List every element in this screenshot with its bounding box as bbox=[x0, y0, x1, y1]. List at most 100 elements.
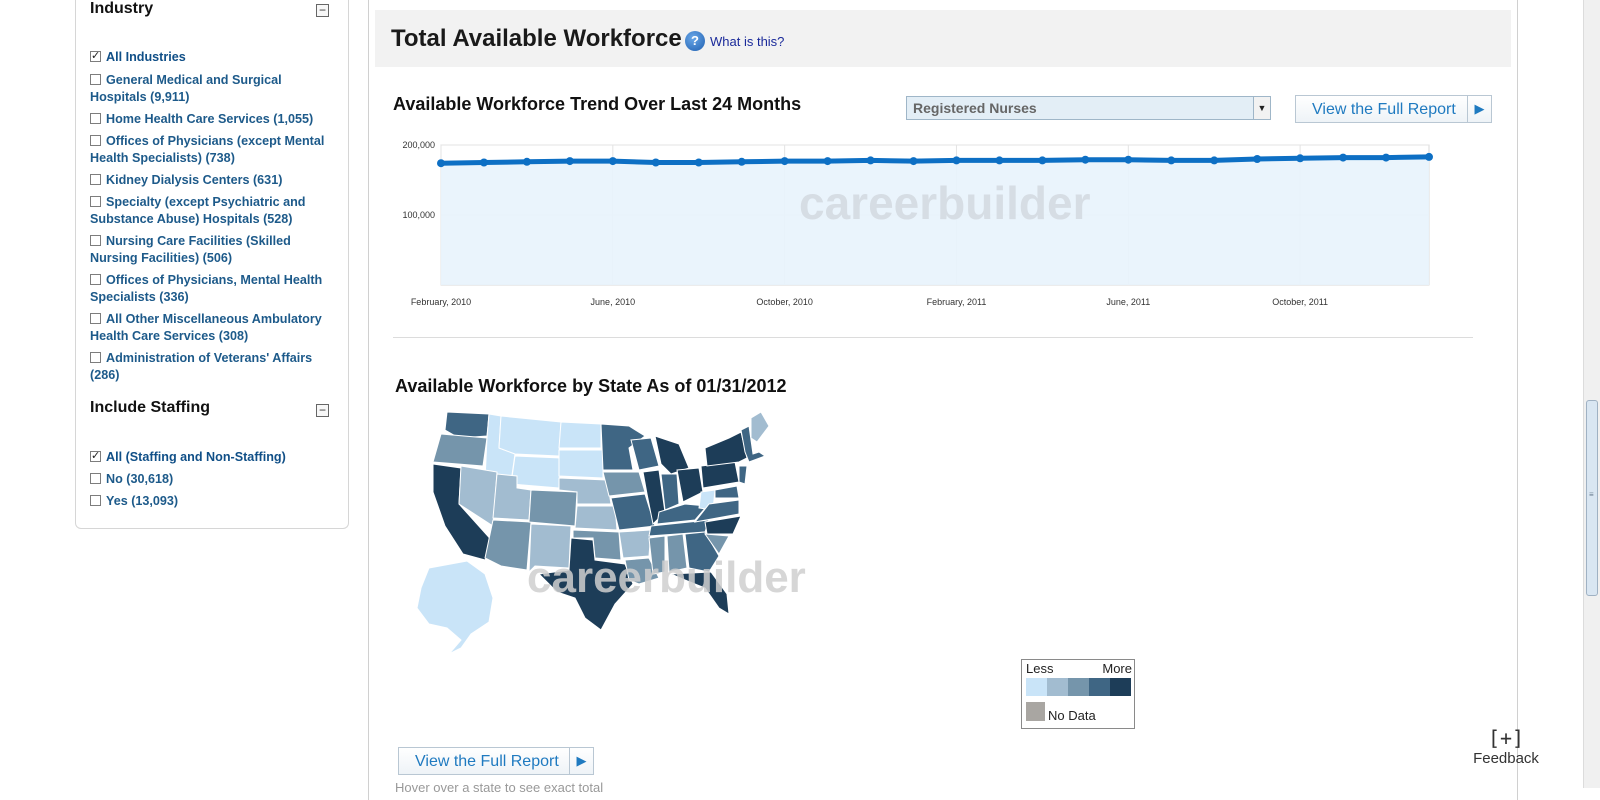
data-point bbox=[1253, 155, 1262, 163]
chart-watermark: careerbuilder bbox=[799, 177, 1091, 229]
map-view-report-label: View the Full Report bbox=[415, 753, 559, 770]
data-point bbox=[1425, 152, 1433, 161]
state-arizona[interactable] bbox=[484, 519, 532, 571]
question-icon[interactable]: ? bbox=[685, 31, 705, 51]
state-maryland[interactable] bbox=[714, 485, 740, 499]
checkbox[interactable] bbox=[90, 235, 101, 246]
state-kansas[interactable] bbox=[574, 505, 618, 531]
industry-option[interactable]: General Medical and Surgical Hospitals (… bbox=[90, 73, 282, 104]
feedback-label[interactable]: Feedback bbox=[1473, 750, 1539, 767]
state-north-carolina[interactable] bbox=[704, 515, 742, 535]
data-point bbox=[823, 157, 832, 166]
state-new-york[interactable] bbox=[704, 431, 748, 467]
state-alaska[interactable] bbox=[416, 560, 494, 655]
state-washington[interactable] bbox=[444, 411, 490, 439]
data-point bbox=[694, 158, 703, 167]
page-title: Total Available Workforce bbox=[391, 25, 682, 52]
state-mississippi[interactable] bbox=[648, 535, 666, 575]
state-wyoming[interactable] bbox=[510, 455, 562, 489]
checkbox[interactable] bbox=[90, 48, 101, 65]
what-is-this-link[interactable]: What is this? bbox=[710, 34, 785, 49]
state-maine[interactable] bbox=[750, 411, 770, 443]
state-colorado[interactable] bbox=[528, 489, 578, 527]
staffing-option-yes[interactable]: Yes (13,093) bbox=[90, 493, 335, 510]
state-minnesota[interactable] bbox=[600, 423, 646, 471]
checkbox[interactable] bbox=[90, 74, 101, 85]
industry-option[interactable]: All Other Miscellaneous Ambulatory Healt… bbox=[90, 312, 322, 343]
legend-swatch-5 bbox=[1110, 678, 1131, 696]
state-new-england[interactable] bbox=[740, 425, 767, 463]
checkbox[interactable] bbox=[90, 448, 101, 465]
data-point bbox=[1167, 156, 1176, 165]
area-fill bbox=[441, 156, 1429, 285]
industry-option[interactable]: Offices of Physicians, Mental Health Spe… bbox=[90, 273, 323, 304]
state-montana[interactable] bbox=[498, 415, 562, 457]
state-oregon[interactable] bbox=[432, 433, 488, 467]
checkbox[interactable] bbox=[90, 113, 101, 124]
staffing-heading: Include Staffing bbox=[90, 399, 210, 416]
data-point bbox=[1038, 156, 1047, 165]
map-watermark: careerbuilder bbox=[527, 553, 806, 602]
state-new-mexico[interactable] bbox=[528, 523, 572, 574]
staffing-collapse-icon[interactable]: − bbox=[316, 404, 329, 417]
state-south-dakota[interactable] bbox=[558, 449, 604, 479]
legend-swatch-2 bbox=[1047, 678, 1068, 696]
industry-option-all[interactable]: All Industries bbox=[90, 48, 335, 66]
industry-option[interactable]: Specialty (except Psychiatric and Substa… bbox=[90, 195, 306, 226]
scrollbar-thumb[interactable]: ≡ bbox=[1586, 400, 1598, 596]
filter-panel: Industry − All Industries General Medica… bbox=[75, 0, 349, 529]
checkbox[interactable] bbox=[90, 274, 101, 285]
state-iowa[interactable] bbox=[602, 471, 646, 497]
state-indiana[interactable] bbox=[660, 473, 680, 511]
data-point bbox=[737, 157, 746, 166]
feedback-widget[interactable]: [+] Feedback bbox=[1466, 726, 1546, 767]
x-tick-label: February, 2010 bbox=[411, 297, 471, 307]
state-virginia[interactable] bbox=[693, 499, 740, 523]
map-view-report-button[interactable]: View the Full Report ▶ bbox=[398, 747, 594, 775]
x-tick-label: October, 2011 bbox=[1272, 297, 1328, 307]
state-florida[interactable] bbox=[670, 571, 730, 615]
industry-option[interactable]: Offices of Physicians (except Mental Hea… bbox=[90, 134, 325, 165]
staffing-option-no[interactable]: No (30,618) bbox=[90, 471, 335, 488]
expand-bracket-icon[interactable]: [+] bbox=[1487, 726, 1525, 750]
state-michigan[interactable] bbox=[654, 435, 690, 475]
x-tick-label: June, 2010 bbox=[591, 297, 636, 307]
legend-swatch-1 bbox=[1026, 678, 1047, 696]
checkbox[interactable] bbox=[90, 473, 101, 484]
industry-option[interactable]: Administration of Veterans' Affairs (286… bbox=[90, 351, 313, 382]
industry-collapse-icon[interactable]: − bbox=[316, 4, 329, 17]
legend-no-data: No Data bbox=[1048, 708, 1096, 723]
scrollbar[interactable]: ≡ bbox=[1583, 0, 1600, 788]
view-report-button[interactable]: View the Full Report ▶ bbox=[1295, 95, 1492, 123]
state-north-dakota[interactable] bbox=[558, 421, 602, 449]
state-new-jersey[interactable] bbox=[738, 465, 748, 485]
state-arkansas[interactable] bbox=[618, 529, 652, 559]
checkbox[interactable] bbox=[90, 352, 101, 363]
checkbox[interactable] bbox=[90, 313, 101, 324]
industry-option[interactable]: Home Health Care Services (1,055) bbox=[90, 111, 335, 128]
industry-option[interactable]: Nursing Care Facilities (Skilled Nursing… bbox=[90, 234, 291, 265]
state-texas[interactable] bbox=[537, 537, 634, 631]
play-arrow-icon: ▶ bbox=[569, 748, 593, 774]
checkbox[interactable] bbox=[90, 495, 101, 506]
x-tick-label: October, 2010 bbox=[756, 297, 813, 307]
checkbox[interactable] bbox=[90, 196, 101, 207]
state-louisiana[interactable] bbox=[624, 557, 660, 585]
staffing-option-all[interactable]: All (Staffing and Non-Staffing) bbox=[90, 448, 335, 466]
data-point bbox=[479, 158, 488, 167]
data-point bbox=[1339, 153, 1348, 162]
state-kentucky[interactable] bbox=[656, 503, 709, 525]
state-south-carolina[interactable] bbox=[703, 533, 730, 555]
trend-title: Available Workforce Trend Over Last 24 M… bbox=[393, 94, 802, 114]
checkbox[interactable] bbox=[90, 135, 101, 146]
data-point bbox=[780, 157, 789, 166]
state-wisconsin[interactable] bbox=[630, 437, 660, 471]
chevron-down-icon[interactable]: ▼ bbox=[1253, 97, 1270, 119]
state-ohio[interactable] bbox=[676, 467, 704, 503]
occupation-dropdown[interactable]: Registered Nurses ▼ bbox=[906, 96, 1271, 120]
us-state-map[interactable]: careerbuilder bbox=[389, 408, 809, 658]
data-point bbox=[1081, 155, 1090, 164]
state-alabama[interactable] bbox=[666, 533, 688, 573]
checkbox[interactable] bbox=[90, 174, 101, 185]
industry-option[interactable]: Kidney Dialysis Centers (631) bbox=[90, 172, 335, 189]
